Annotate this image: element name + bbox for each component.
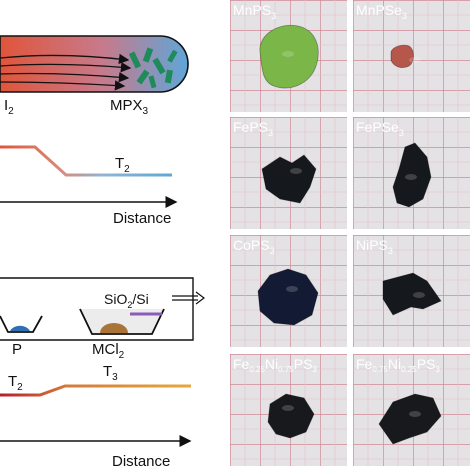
growth-tube-diagram: I2 MPX3 T2 Distance bbox=[0, 35, 189, 227]
tile-fe075ni025: Fe0.75Ni0.25PS3 bbox=[353, 354, 470, 466]
right-precursor bbox=[100, 323, 128, 333]
temperature-profile-bottom bbox=[0, 384, 191, 397]
temperature-label-t3: T3 bbox=[103, 363, 118, 383]
tile-label: CoPS3 bbox=[233, 237, 275, 256]
tile-label: MnPS3 bbox=[233, 2, 276, 21]
crystal-photo-nips3 bbox=[382, 272, 442, 316]
tile-fe025ni075: Fe0.25Ni0.75PS3 bbox=[230, 354, 347, 466]
crystal-highlight bbox=[290, 168, 302, 174]
gas-outlet-arrow bbox=[172, 291, 205, 305]
crystal-highlight bbox=[405, 174, 417, 180]
left-boat bbox=[0, 315, 43, 333]
tile-label: Fe0.75Ni0.25PS3 bbox=[356, 356, 440, 374]
crystal-highlight bbox=[286, 286, 298, 292]
tile-cops3: CoPS3 bbox=[230, 235, 347, 347]
temperature-label-t2-bottom: T2 bbox=[8, 373, 23, 393]
vapor-flow-arrows bbox=[0, 53, 132, 91]
product-label: MPX3 bbox=[110, 97, 149, 117]
distance-label-bottom: Distance bbox=[112, 453, 170, 470]
substrate-label: SiO2/Si bbox=[104, 291, 149, 310]
tile-mnps3: MnPS3 bbox=[230, 0, 347, 112]
tile-label: FePS3 bbox=[233, 119, 273, 138]
crystal-photo-feps3 bbox=[261, 154, 317, 204]
crystal-photo-fe025ni075 bbox=[267, 393, 315, 439]
precursor-label: I2 bbox=[4, 97, 14, 117]
tile-feps3: FePS3 bbox=[230, 117, 347, 229]
crystal-highlight bbox=[409, 411, 421, 417]
precursor-p-label: P bbox=[12, 341, 22, 358]
crystal-photo-fe075ni025 bbox=[378, 393, 442, 445]
crystal-highlight bbox=[282, 405, 294, 411]
crystal-photo-mnpse3 bbox=[390, 44, 414, 68]
tile-label: FePSe3 bbox=[356, 119, 404, 138]
furnace-diagram: SiO2/Si P MCl2 T2 T3 Distance bbox=[0, 277, 205, 470]
crystal-highlight bbox=[282, 51, 294, 57]
left-precursor bbox=[10, 325, 30, 331]
tile-label: NiPS3 bbox=[356, 237, 393, 256]
tile-nips3: NiPS3 bbox=[353, 235, 470, 347]
furnace-tube bbox=[0, 277, 194, 341]
crystal-photo-grid: MnPS3 MnPSe3 FePS3 FePSe3 CoPS3 NiPS3 Fe0.25Ni… bbox=[230, 0, 470, 466]
tile-label: Fe0.25Ni0.75PS3 bbox=[233, 356, 317, 374]
tile-fepse3: FePSe3 bbox=[353, 117, 470, 229]
temperature-label-t2: T2 bbox=[115, 155, 130, 175]
distance-label-top: Distance bbox=[113, 210, 171, 227]
crystal-photo-fepse3 bbox=[392, 142, 432, 208]
crystal-photo-cops3 bbox=[257, 268, 319, 326]
temperature-profile-top bbox=[0, 145, 172, 177]
crystal-highlight bbox=[409, 57, 421, 63]
tile-mnpse3: MnPSe3 bbox=[353, 0, 470, 112]
crystals bbox=[128, 47, 178, 89]
crystal-highlight bbox=[413, 292, 425, 298]
tile-label: MnPSe3 bbox=[356, 2, 407, 21]
crystal-photo-mnps3 bbox=[259, 24, 319, 89]
precursor-mcl2-label: MCl2 bbox=[92, 341, 125, 361]
